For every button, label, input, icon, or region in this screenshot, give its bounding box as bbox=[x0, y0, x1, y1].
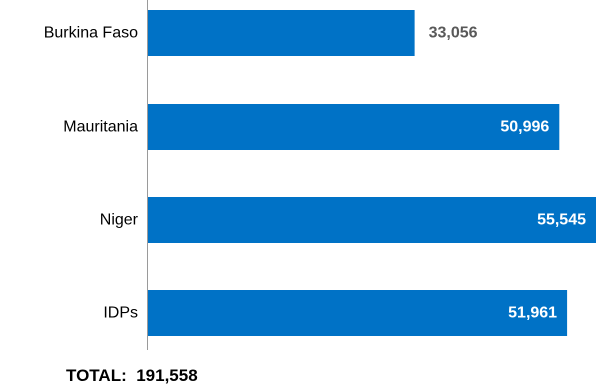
data-label: 50,996 bbox=[500, 119, 549, 136]
bar-burkina-faso bbox=[148, 10, 415, 56]
data-label: 55,545 bbox=[537, 212, 586, 229]
bar-chart: Burkina Faso 33,056 Mauritania 50,996 Niger 5… bbox=[44, 0, 596, 350]
total-summary: TOTAL: 191,558 bbox=[66, 366, 198, 386]
category-label: Niger bbox=[100, 212, 139, 229]
bar-mauritania bbox=[148, 104, 560, 150]
total-label: TOTAL: bbox=[66, 366, 127, 385]
category-label: Burkina Faso bbox=[44, 25, 138, 42]
category-label: IDPs bbox=[103, 305, 138, 322]
category-label: Mauritania bbox=[63, 119, 138, 136]
bar-niger bbox=[148, 197, 596, 243]
total-value: 191,558 bbox=[136, 366, 198, 385]
bar-idps bbox=[148, 290, 568, 336]
data-label: 33,056 bbox=[429, 25, 478, 42]
data-label: 51,961 bbox=[508, 305, 557, 322]
